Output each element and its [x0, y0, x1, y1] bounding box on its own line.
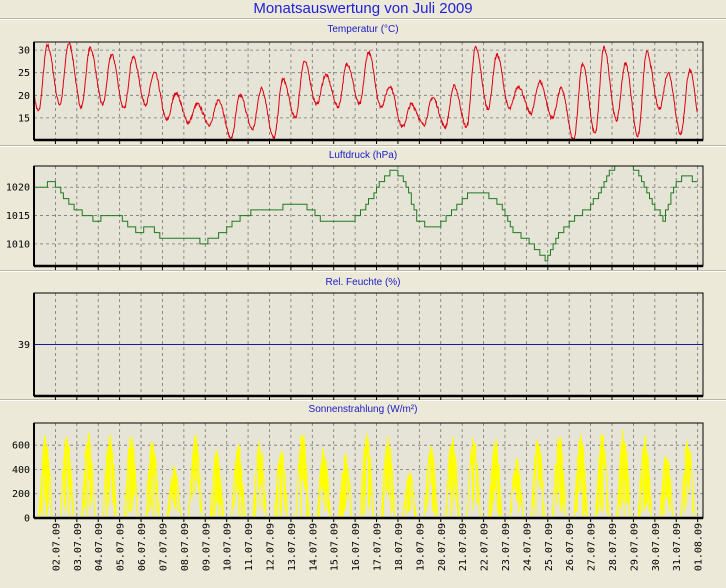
y-tick-label: 1020: [6, 183, 30, 194]
divider: [0, 145, 726, 147]
x-date-label: 12.07.09: [265, 523, 276, 571]
x-date-label: 03.07.09: [73, 523, 84, 571]
radiation-day-2: [59, 436, 75, 519]
x-date-label: 07.07.09: [158, 523, 169, 571]
radiation-day-21: [466, 437, 481, 519]
radiation-panel-title: Sonnenstrahlung (W/m²): [308, 404, 418, 415]
radiation-day-27: [594, 434, 610, 519]
radiation-day-5: [123, 436, 139, 519]
x-date-label: 11.07.09: [244, 523, 255, 571]
x-date-label: 05.07.09: [116, 523, 127, 571]
x-date-label: 01.08.09: [694, 523, 705, 571]
radiation-day-24: [530, 440, 546, 519]
temperature-panel-title: Temperatur (°C): [327, 24, 399, 35]
x-date-label: 21.07.09: [458, 523, 469, 571]
radiation-day-31: [680, 441, 696, 519]
y-tick-label: 15: [18, 113, 30, 124]
x-date-label: 30.07.09: [651, 523, 662, 571]
radiation-day-3: [81, 433, 96, 519]
radiation-day-16: [359, 433, 374, 519]
temperature-line: [33, 42, 698, 142]
y-tick-label: 400: [12, 465, 30, 476]
x-date-label: 27.07.09: [587, 523, 598, 571]
x-date-label: 13.07.09: [287, 523, 298, 571]
radiation-day-1: [38, 434, 53, 519]
x-date-label: 10.07.09: [223, 523, 234, 571]
y-tick-label: 600: [12, 441, 30, 452]
panel-1: 1010 1015 1020: [6, 165, 704, 270]
radiation-day-8: [188, 434, 203, 519]
radiation-day-23: [509, 458, 524, 519]
divider: [0, 18, 726, 20]
y-tick-label: 1010: [6, 239, 30, 250]
x-date-label: 25.07.09: [544, 523, 555, 571]
y-tick-label: 1015: [6, 211, 30, 222]
x-date-label: 06.07.09: [137, 523, 148, 571]
radiation-day-12: [273, 450, 289, 520]
x-date-label: 04.07.09: [94, 523, 105, 571]
y-tick-label: 20: [18, 91, 30, 102]
radiation-day-7: [166, 465, 182, 519]
radiation-day-10: [231, 444, 246, 519]
radiation-day-29: [637, 435, 653, 519]
radiation-day-6: [145, 441, 160, 519]
x-date-label: 22.07.09: [480, 523, 491, 571]
panel-3: 0 200 400 600: [12, 422, 704, 525]
pressure-panel-title: Luftdruck (hPa): [328, 150, 398, 161]
radiation-day-11: [252, 441, 267, 519]
radiation-day-19: [423, 445, 439, 519]
x-date-label: 14.07.09: [308, 523, 319, 571]
radiation-day-9: [209, 450, 225, 519]
y-tick-label: 25: [18, 68, 30, 79]
x-date-label: 20.07.09: [437, 523, 448, 571]
x-date-label: 17.07.09: [373, 523, 384, 571]
divider: [0, 270, 726, 272]
radiation-day-20: [445, 436, 460, 519]
panel-0: 15 20 25 30: [18, 41, 704, 144]
x-date-label: 15.07.09: [330, 523, 341, 571]
report-title: Monatsauswertung von Juli 2009: [253, 0, 473, 17]
panel-2: 39: [18, 292, 704, 400]
x-date-label: 08.07.09: [180, 523, 191, 571]
x-date-label: 28.07.09: [608, 523, 619, 571]
x-date-label: 26.07.09: [565, 523, 576, 571]
x-date-label: 19.07.09: [415, 523, 426, 571]
y-tick-label: 30: [18, 46, 30, 57]
humidity-panel-title: Rel. Feuchte (%): [325, 277, 401, 288]
radiation-day-17: [380, 436, 396, 519]
plot-area: [34, 166, 703, 266]
radiation-day-26: [573, 434, 589, 519]
x-date-label: 16.07.09: [351, 523, 362, 571]
x-date-label: 09.07.09: [201, 523, 212, 571]
x-date-label: 02.07.09: [51, 523, 62, 571]
y-tick-label: 0: [24, 514, 30, 525]
y-tick-label: 39: [18, 340, 30, 351]
radiation-day-18: [402, 472, 417, 519]
radiation-day-28: [616, 429, 631, 519]
x-date-label: 29.07.09: [629, 523, 640, 571]
radiation-day-14: [316, 447, 332, 519]
radiation-day-22: [487, 438, 503, 519]
radiation-day-4: [102, 434, 118, 519]
divider: [0, 399, 726, 401]
pressure-line: [34, 165, 698, 262]
x-date-label: 18.07.09: [394, 523, 405, 571]
x-date-label: 31.07.09: [672, 523, 683, 571]
x-date-label: 23.07.09: [501, 523, 512, 571]
radiation-day-30: [659, 456, 674, 519]
x-date-label: 24.07.09: [522, 523, 533, 571]
radiation-day-25: [552, 437, 567, 519]
y-tick-label: 200: [12, 489, 30, 500]
